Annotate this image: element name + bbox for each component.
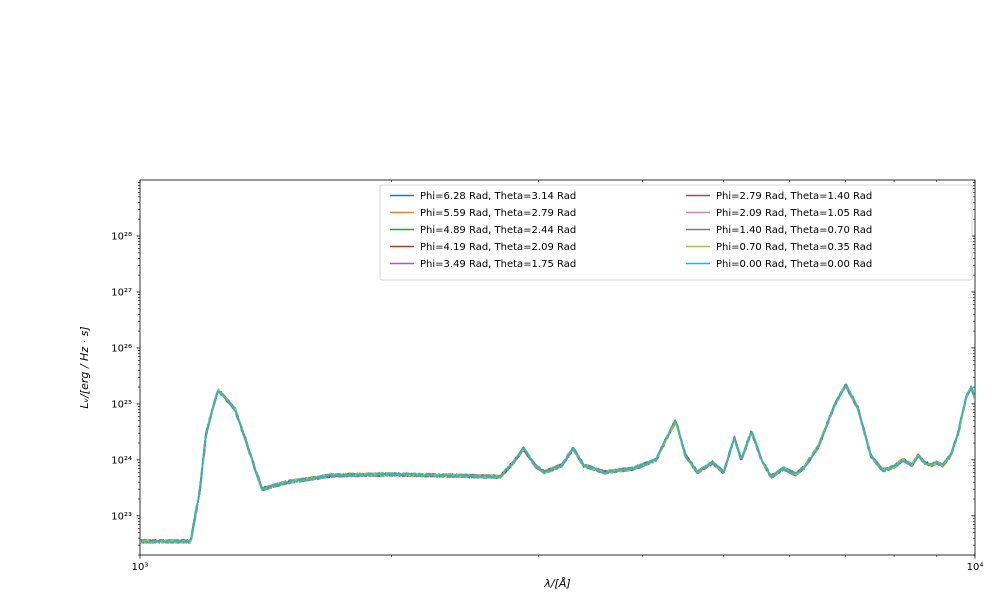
legend-label: Phi=4.89 Rad, Theta=2.44 Rad <box>420 225 576 236</box>
y-tick-label: 10²³ <box>111 511 132 522</box>
spectrum-chart: 10³ 10⁴ 10²³ 10²⁴ 10²⁵ 10²⁶ 10²⁷ 10²⁸ Phi=6.28 … <box>0 0 1000 600</box>
y-tick-label: 10²⁷ <box>111 287 132 298</box>
y-tick-label: 10²⁸ <box>111 231 132 242</box>
y-tick-label: 10²⁴ <box>111 455 132 466</box>
legend-label: Phi=2.09 Rad, Theta=1.05 Rad <box>716 208 872 219</box>
y-tick-label: 10²⁵ <box>111 399 132 410</box>
legend-label: Phi=1.40 Rad, Theta=0.70 Rad <box>716 225 872 236</box>
legend: Phi=6.28 Rad, Theta=3.14 Rad Phi=5.59 Rad… <box>380 185 972 280</box>
legend-label: Phi=6.28 Rad, Theta=3.14 Rad <box>420 191 576 202</box>
figure-bg <box>0 0 1000 600</box>
legend-label: Phi=3.49 Rad, Theta=1.75 Rad <box>420 259 576 270</box>
x-axis-label: λ/[Å] <box>543 577 570 590</box>
x-tick-label: 10³ <box>132 562 149 573</box>
legend-label: Phi=5.59 Rad, Theta=2.79 Rad <box>420 208 576 219</box>
legend-label: Phi=2.79 Rad, Theta=1.40 Rad <box>716 191 872 202</box>
legend-label: Phi=0.00 Rad, Theta=0.00 Rad <box>716 259 872 270</box>
y-tick-label: 10²⁶ <box>111 343 132 354</box>
legend-label: Phi=0.70 Rad, Theta=0.35 Rad <box>716 242 872 253</box>
x-tick-label: 10⁴ <box>967 562 984 573</box>
y-axis-label: Lᵥ/[erg / Hz · s] <box>78 326 91 408</box>
legend-label: Phi=4.19 Rad, Theta=2.09 Rad <box>420 242 576 253</box>
